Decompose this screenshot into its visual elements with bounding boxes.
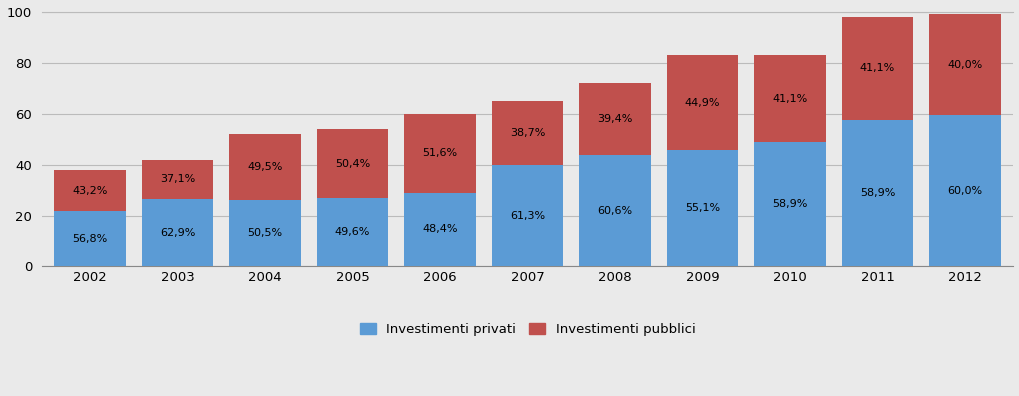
Text: 61,3%: 61,3% [510, 211, 544, 221]
Bar [753, 55, 825, 142]
Text: 44,9%: 44,9% [684, 98, 719, 108]
Text: 39,4%: 39,4% [597, 114, 632, 124]
Text: 49,5%: 49,5% [247, 162, 282, 172]
Bar [579, 155, 650, 267]
Bar [229, 134, 301, 200]
Bar [142, 199, 213, 267]
Text: 40,0%: 40,0% [947, 60, 981, 70]
Text: 55,1%: 55,1% [684, 203, 719, 213]
Bar [316, 198, 388, 267]
Text: 48,4%: 48,4% [422, 225, 458, 234]
Bar [404, 192, 476, 267]
Legend: Investimenti privati, Investimenti pubblici: Investimenti privati, Investimenti pubbl… [354, 317, 700, 341]
Bar [928, 15, 1000, 115]
Bar [404, 114, 476, 192]
Text: 60,6%: 60,6% [597, 206, 632, 216]
Text: 50,4%: 50,4% [334, 159, 370, 169]
Text: 51,6%: 51,6% [422, 148, 458, 158]
Bar [491, 165, 562, 267]
Bar [491, 101, 562, 165]
Text: 41,1%: 41,1% [859, 63, 895, 73]
Text: 50,5%: 50,5% [248, 228, 282, 238]
Text: 60,0%: 60,0% [947, 186, 981, 196]
Text: 49,6%: 49,6% [334, 227, 370, 237]
Text: 41,1%: 41,1% [771, 93, 807, 104]
Bar [229, 200, 301, 267]
Bar [666, 55, 738, 150]
Text: 58,9%: 58,9% [771, 199, 807, 209]
Bar [579, 83, 650, 155]
Bar [142, 160, 213, 199]
Text: 38,7%: 38,7% [510, 128, 544, 138]
Bar [666, 150, 738, 267]
Bar [841, 17, 912, 120]
Text: 56,8%: 56,8% [72, 234, 108, 244]
Text: 62,9%: 62,9% [160, 228, 195, 238]
Text: 37,1%: 37,1% [160, 174, 195, 185]
Text: 58,9%: 58,9% [859, 188, 895, 198]
Text: 43,2%: 43,2% [72, 186, 108, 196]
Bar [841, 120, 912, 267]
Bar [316, 129, 388, 198]
Bar [928, 115, 1000, 267]
Bar [54, 211, 125, 267]
Bar [54, 170, 125, 211]
Bar [753, 142, 825, 267]
